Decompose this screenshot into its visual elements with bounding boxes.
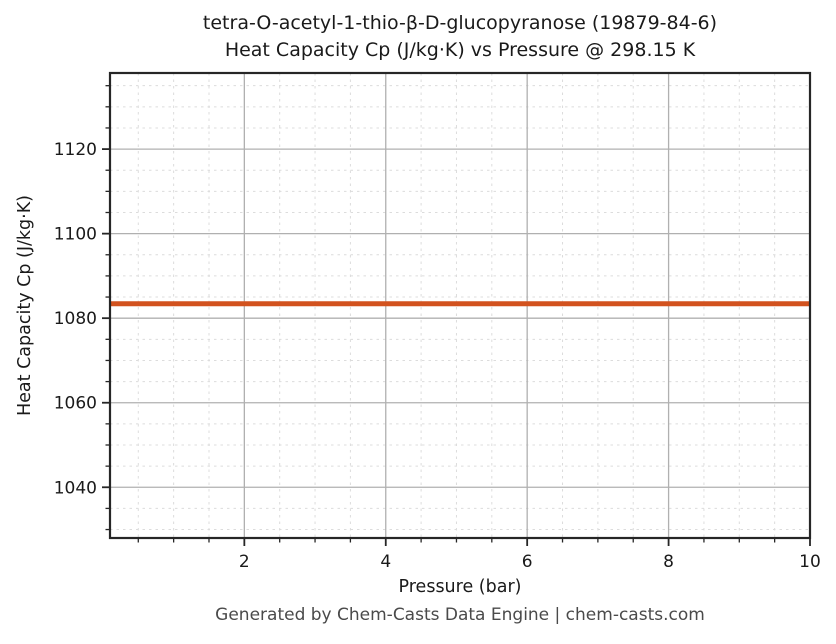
y-tick-label: 1120 <box>54 140 97 160</box>
chart-title: tetra-O-acetyl-1-thio-β-D-glucopyranose … <box>110 10 810 64</box>
x-tick-label: 2 <box>239 552 250 572</box>
x-tick-label: 6 <box>522 552 533 572</box>
footer-credit: Generated by Chem-Casts Data Engine | ch… <box>215 605 705 625</box>
y-tick-label: 1080 <box>54 309 97 329</box>
axes-spines <box>108 71 812 540</box>
x-tick-label: 4 <box>380 552 391 572</box>
x-axis-label: Pressure (bar) <box>399 577 522 597</box>
chart-title-line2: Heat Capacity Cp (J/kg·K) vs Pressure @ … <box>224 39 696 61</box>
y-tick-label: 1100 <box>54 225 97 245</box>
chart-title-line1: tetra-O-acetyl-1-thio-β-D-glucopyranose … <box>202 12 718 34</box>
y-tick-label: 1060 <box>54 394 97 414</box>
y-axis-label: Heat Capacity Cp (J/kg·K) <box>15 195 35 416</box>
x-tick-label: 10 <box>799 552 821 572</box>
y-tick-label: 1040 <box>54 478 97 498</box>
x-tick-label: 8 <box>663 552 674 572</box>
